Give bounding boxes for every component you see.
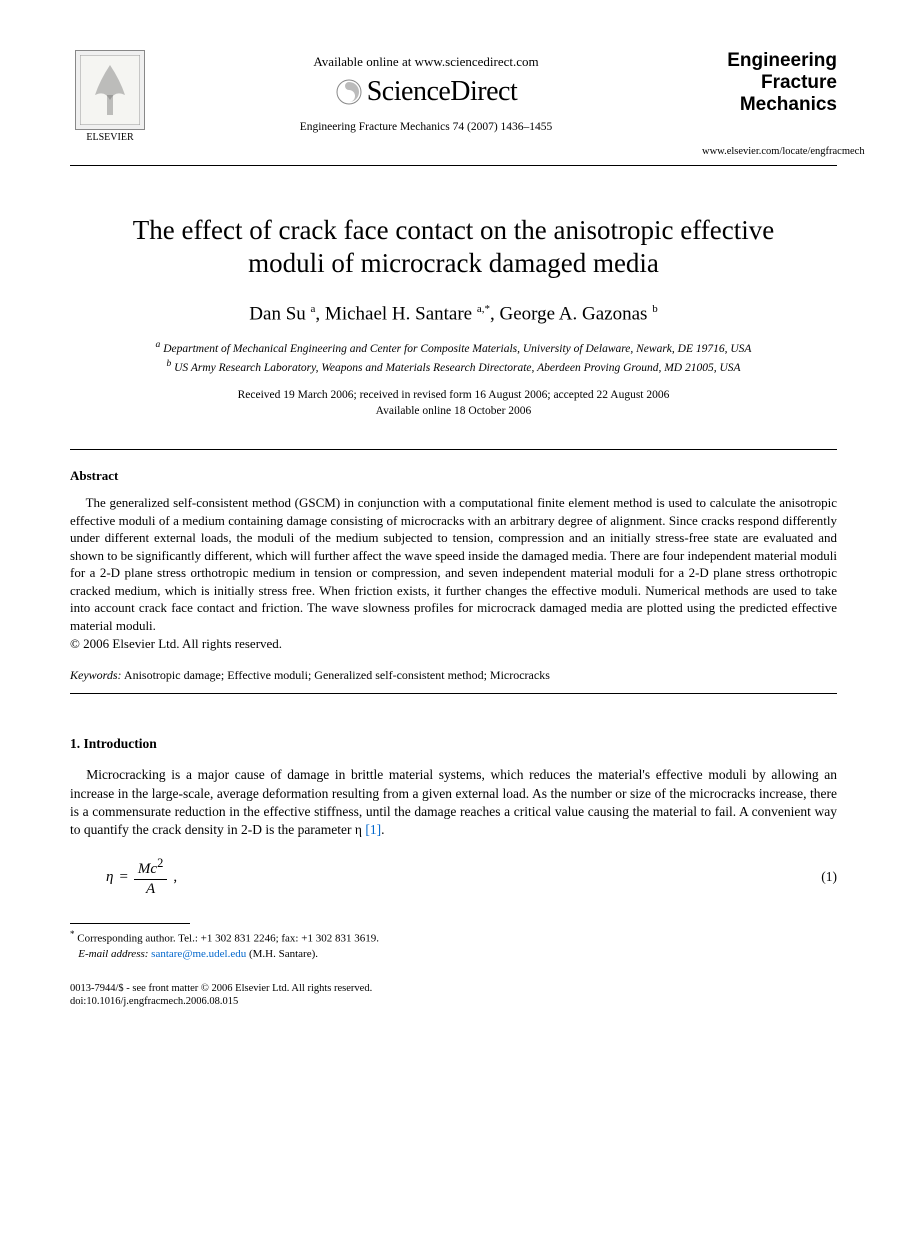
eq-punct: , <box>173 869 177 886</box>
author-aff-mark: a <box>311 303 316 315</box>
author-name: Michael H. Santare <box>325 303 472 324</box>
rule <box>70 449 837 450</box>
para-text: . <box>381 822 384 837</box>
header-rule <box>70 165 837 166</box>
equation-body: η = Mc2 A , <box>106 857 177 897</box>
citation-link[interactable]: [1] <box>365 822 381 837</box>
email-link[interactable]: santare@me.udel.edu <box>151 948 246 960</box>
journal-url: www.elsevier.com/locate/engfracmech <box>702 146 837 157</box>
page: ELSEVIER Available online at www.science… <box>0 0 907 1049</box>
equation: η = Mc2 A , (1) <box>106 857 837 897</box>
dates-line: Received 19 March 2006; received in revi… <box>70 388 837 404</box>
footnote-line: E-mail address: santare@me.udel.edu (M.H… <box>70 947 837 962</box>
publisher-block: ELSEVIER <box>70 50 150 143</box>
footnote-text: Corresponding author. Tel.: +1 302 831 2… <box>77 933 379 945</box>
abstract-heading: Abstract <box>70 468 837 484</box>
keywords-label: Keywords: <box>70 668 122 682</box>
corresponding-footnote: * Corresponding author. Tel.: +1 302 831… <box>70 928 837 961</box>
para-text: Microcracking is a major cause of damage… <box>70 767 837 837</box>
affiliation-text: US Army Research Laboratory, Weapons and… <box>174 362 740 374</box>
author-name: Dan Su <box>249 303 305 324</box>
page-footer: 0013-7944/$ - see front matter © 2006 El… <box>70 982 837 1009</box>
elsevier-logo <box>75 50 145 130</box>
author-name: George A. Gazonas <box>500 303 648 324</box>
sciencedirect-icon <box>335 78 363 106</box>
intro-paragraph: Microcracking is a major cause of damage… <box>70 766 837 839</box>
affiliation-line: a Department of Mechanical Engineering a… <box>70 339 837 357</box>
journal-title: Engineering Fracture Mechanics <box>702 50 837 116</box>
affiliation-text: Department of Mechanical Engineering and… <box>163 343 751 355</box>
eq-fraction: Mc2 A <box>134 857 167 897</box>
author-aff-mark: b <box>652 303 658 315</box>
dates-line: Available online 18 October 2006 <box>70 404 837 420</box>
abstract-body: The generalized self-consistent method (… <box>70 494 837 634</box>
footer-line: 0013-7944/$ - see front matter © 2006 El… <box>70 982 837 996</box>
eq-numerator: Mc2 <box>134 857 167 880</box>
keywords-text: Anisotropic damage; Effective moduli; Ge… <box>124 668 550 682</box>
author-aff-mark: a,* <box>477 303 490 315</box>
keywords: Keywords: Anisotropic damage; Effective … <box>70 668 837 683</box>
citation-line: Engineering Fracture Mechanics 74 (2007)… <box>150 121 702 133</box>
email-label: E-mail address: <box>78 948 148 960</box>
rule <box>70 693 837 694</box>
elsevier-label: ELSEVIER <box>70 132 150 143</box>
eq-var: η <box>106 869 113 886</box>
footnote-rule <box>70 923 190 924</box>
article-dates: Received 19 March 2006; received in revi… <box>70 388 837 419</box>
email-tail: (M.H. Santare). <box>249 948 318 960</box>
journal-title-line: Mechanics <box>702 94 837 116</box>
sciencedirect-logo: ScienceDirect <box>335 76 518 108</box>
affiliation-line: b US Army Research Laboratory, Weapons a… <box>70 358 837 376</box>
sciencedirect-text: ScienceDirect <box>367 76 518 108</box>
journal-title-line: Engineering <box>702 50 837 72</box>
footer-line: doi:10.1016/j.engfracmech.2006.08.015 <box>70 995 837 1009</box>
header-center: Available online at www.sciencedirect.co… <box>150 50 702 133</box>
eq-op: = <box>119 869 127 886</box>
journal-title-line: Fracture <box>702 72 837 94</box>
copyright-line: © 2006 Elsevier Ltd. All rights reserved… <box>70 636 837 652</box>
available-online-text: Available online at www.sciencedirect.co… <box>150 54 702 70</box>
affiliations: a Department of Mechanical Engineering a… <box>70 339 837 376</box>
footnote-line: * Corresponding author. Tel.: +1 302 831… <box>70 928 837 947</box>
eq-denominator: A <box>142 880 159 897</box>
header: ELSEVIER Available online at www.science… <box>70 50 837 157</box>
section-heading: 1. Introduction <box>70 736 837 752</box>
equation-number: (1) <box>821 869 837 885</box>
authors: Dan Su a, Michael H. Santare a,*, George… <box>70 303 837 325</box>
journal-block: Engineering Fracture Mechanics www.elsev… <box>702 50 837 157</box>
article-title: The effect of crack face contact on the … <box>100 214 807 282</box>
